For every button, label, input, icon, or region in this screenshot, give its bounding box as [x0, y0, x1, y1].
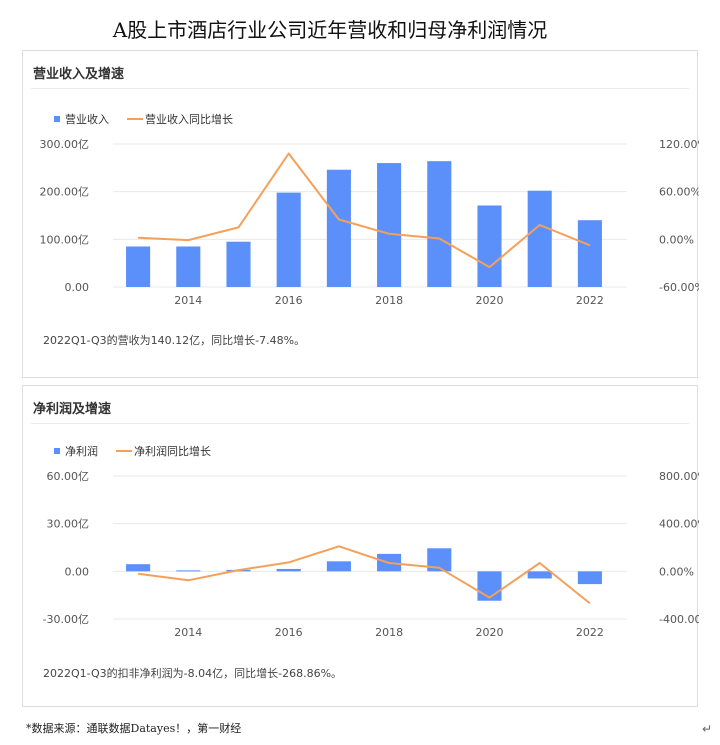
y-left-tick-label: 0.00 [65, 565, 90, 578]
bar [126, 246, 151, 287]
bar [326, 561, 351, 572]
bar [527, 571, 552, 579]
page-title: A股上市酒店行业公司近年营收和归母净利润情况 [112, 18, 548, 42]
legend-bar-label: 营业收入 [65, 112, 109, 126]
x-tick-label: 2020 [476, 626, 504, 639]
y-right-tick-label: -400.00% [659, 613, 699, 626]
x-tick-label: 2022 [576, 626, 604, 639]
y-left-tick-label: 300.00亿 [40, 138, 90, 151]
bar [276, 568, 301, 572]
profit-chart: -30.00亿 0.00 30.00亿 60.00亿 -400.00% 0.00% 400.… [43, 444, 699, 639]
revenue-title-divider [31, 88, 689, 89]
bar [176, 246, 201, 287]
x-tick-label: 2014 [174, 626, 202, 639]
legend-line-label: 营业收入同比增长 [145, 112, 233, 126]
profit-chart-note: 2022Q1-Q3的扣非净利润为-8.04亿，同比增长-268.86%。 [43, 667, 343, 680]
profit-chart-panel: 净利润及增速 -30.00亿 0.00 30.00亿 60.00亿 -400.00% 0.… [22, 385, 699, 707]
y-left-tick-label: 0.00 [65, 281, 90, 294]
legend-bar-label: 净利润 [65, 444, 98, 458]
y-right-tick-label: 0.00% [659, 233, 694, 246]
revenue-chart: 0.00 100.00亿 200.00亿 300.00亿 -60.00% 0.00% 60.… [40, 112, 700, 307]
bar [377, 163, 402, 287]
profit-title-divider [31, 423, 689, 424]
legend-bar-swatch [54, 116, 60, 122]
y-left-tick-label: 100.00亿 [40, 233, 90, 246]
y-right-tick-label: 120.00% [659, 138, 699, 151]
y-left-tick-label: 30.00亿 [47, 518, 90, 531]
y-left-tick-label: -30.00亿 [43, 613, 89, 626]
legend-bar-swatch [54, 448, 60, 454]
y-right-tick-label: 800.00% [659, 470, 699, 483]
x-tick-label: 2018 [375, 294, 403, 307]
revenue-chart-panel: 营业收入及增速 0.00 100.00亿 200.00亿 300.00亿 -60.00%… [22, 50, 700, 378]
revenue-chart-note: 2022Q1-Q3的营收为140.12亿，同比增长-7.48%。 [43, 334, 306, 347]
return-arrow-icon: ↵ [702, 722, 713, 736]
y-right-tick-label: -60.00% [659, 281, 699, 294]
bar [527, 190, 552, 287]
profit-chart-title: 净利润及增速 [33, 402, 112, 417]
x-tick-label: 2018 [375, 626, 403, 639]
bar [226, 241, 251, 287]
bar [276, 192, 301, 287]
bar [477, 205, 502, 287]
x-tick-label: 2016 [275, 626, 303, 639]
y-right-tick-label: 0.00% [659, 565, 694, 578]
bar [427, 548, 452, 572]
x-tick-label: 2022 [576, 294, 604, 307]
revenue-chart-title: 营业收入及增速 [33, 67, 125, 82]
bar [126, 564, 151, 572]
x-tick-label: 2016 [275, 294, 303, 307]
y-right-tick-label: 60.00% [659, 186, 699, 199]
source-footnote: *数据来源：通联数据Datayes！，第一财经 [26, 722, 242, 735]
x-tick-label: 2020 [476, 294, 504, 307]
y-left-tick-label: 200.00亿 [40, 186, 90, 199]
x-tick-label: 2014 [174, 294, 202, 307]
y-right-tick-label: 400.00% [659, 518, 699, 531]
growth-line [138, 152, 591, 269]
bar [427, 161, 452, 287]
y-left-tick-label: 60.00亿 [47, 470, 90, 483]
bar [176, 570, 201, 572]
bar [477, 571, 502, 601]
bar [577, 571, 602, 585]
bar [326, 169, 351, 287]
growth-line [137, 545, 591, 605]
bar [577, 220, 602, 287]
legend-line-label: 净利润同比增长 [134, 444, 211, 458]
